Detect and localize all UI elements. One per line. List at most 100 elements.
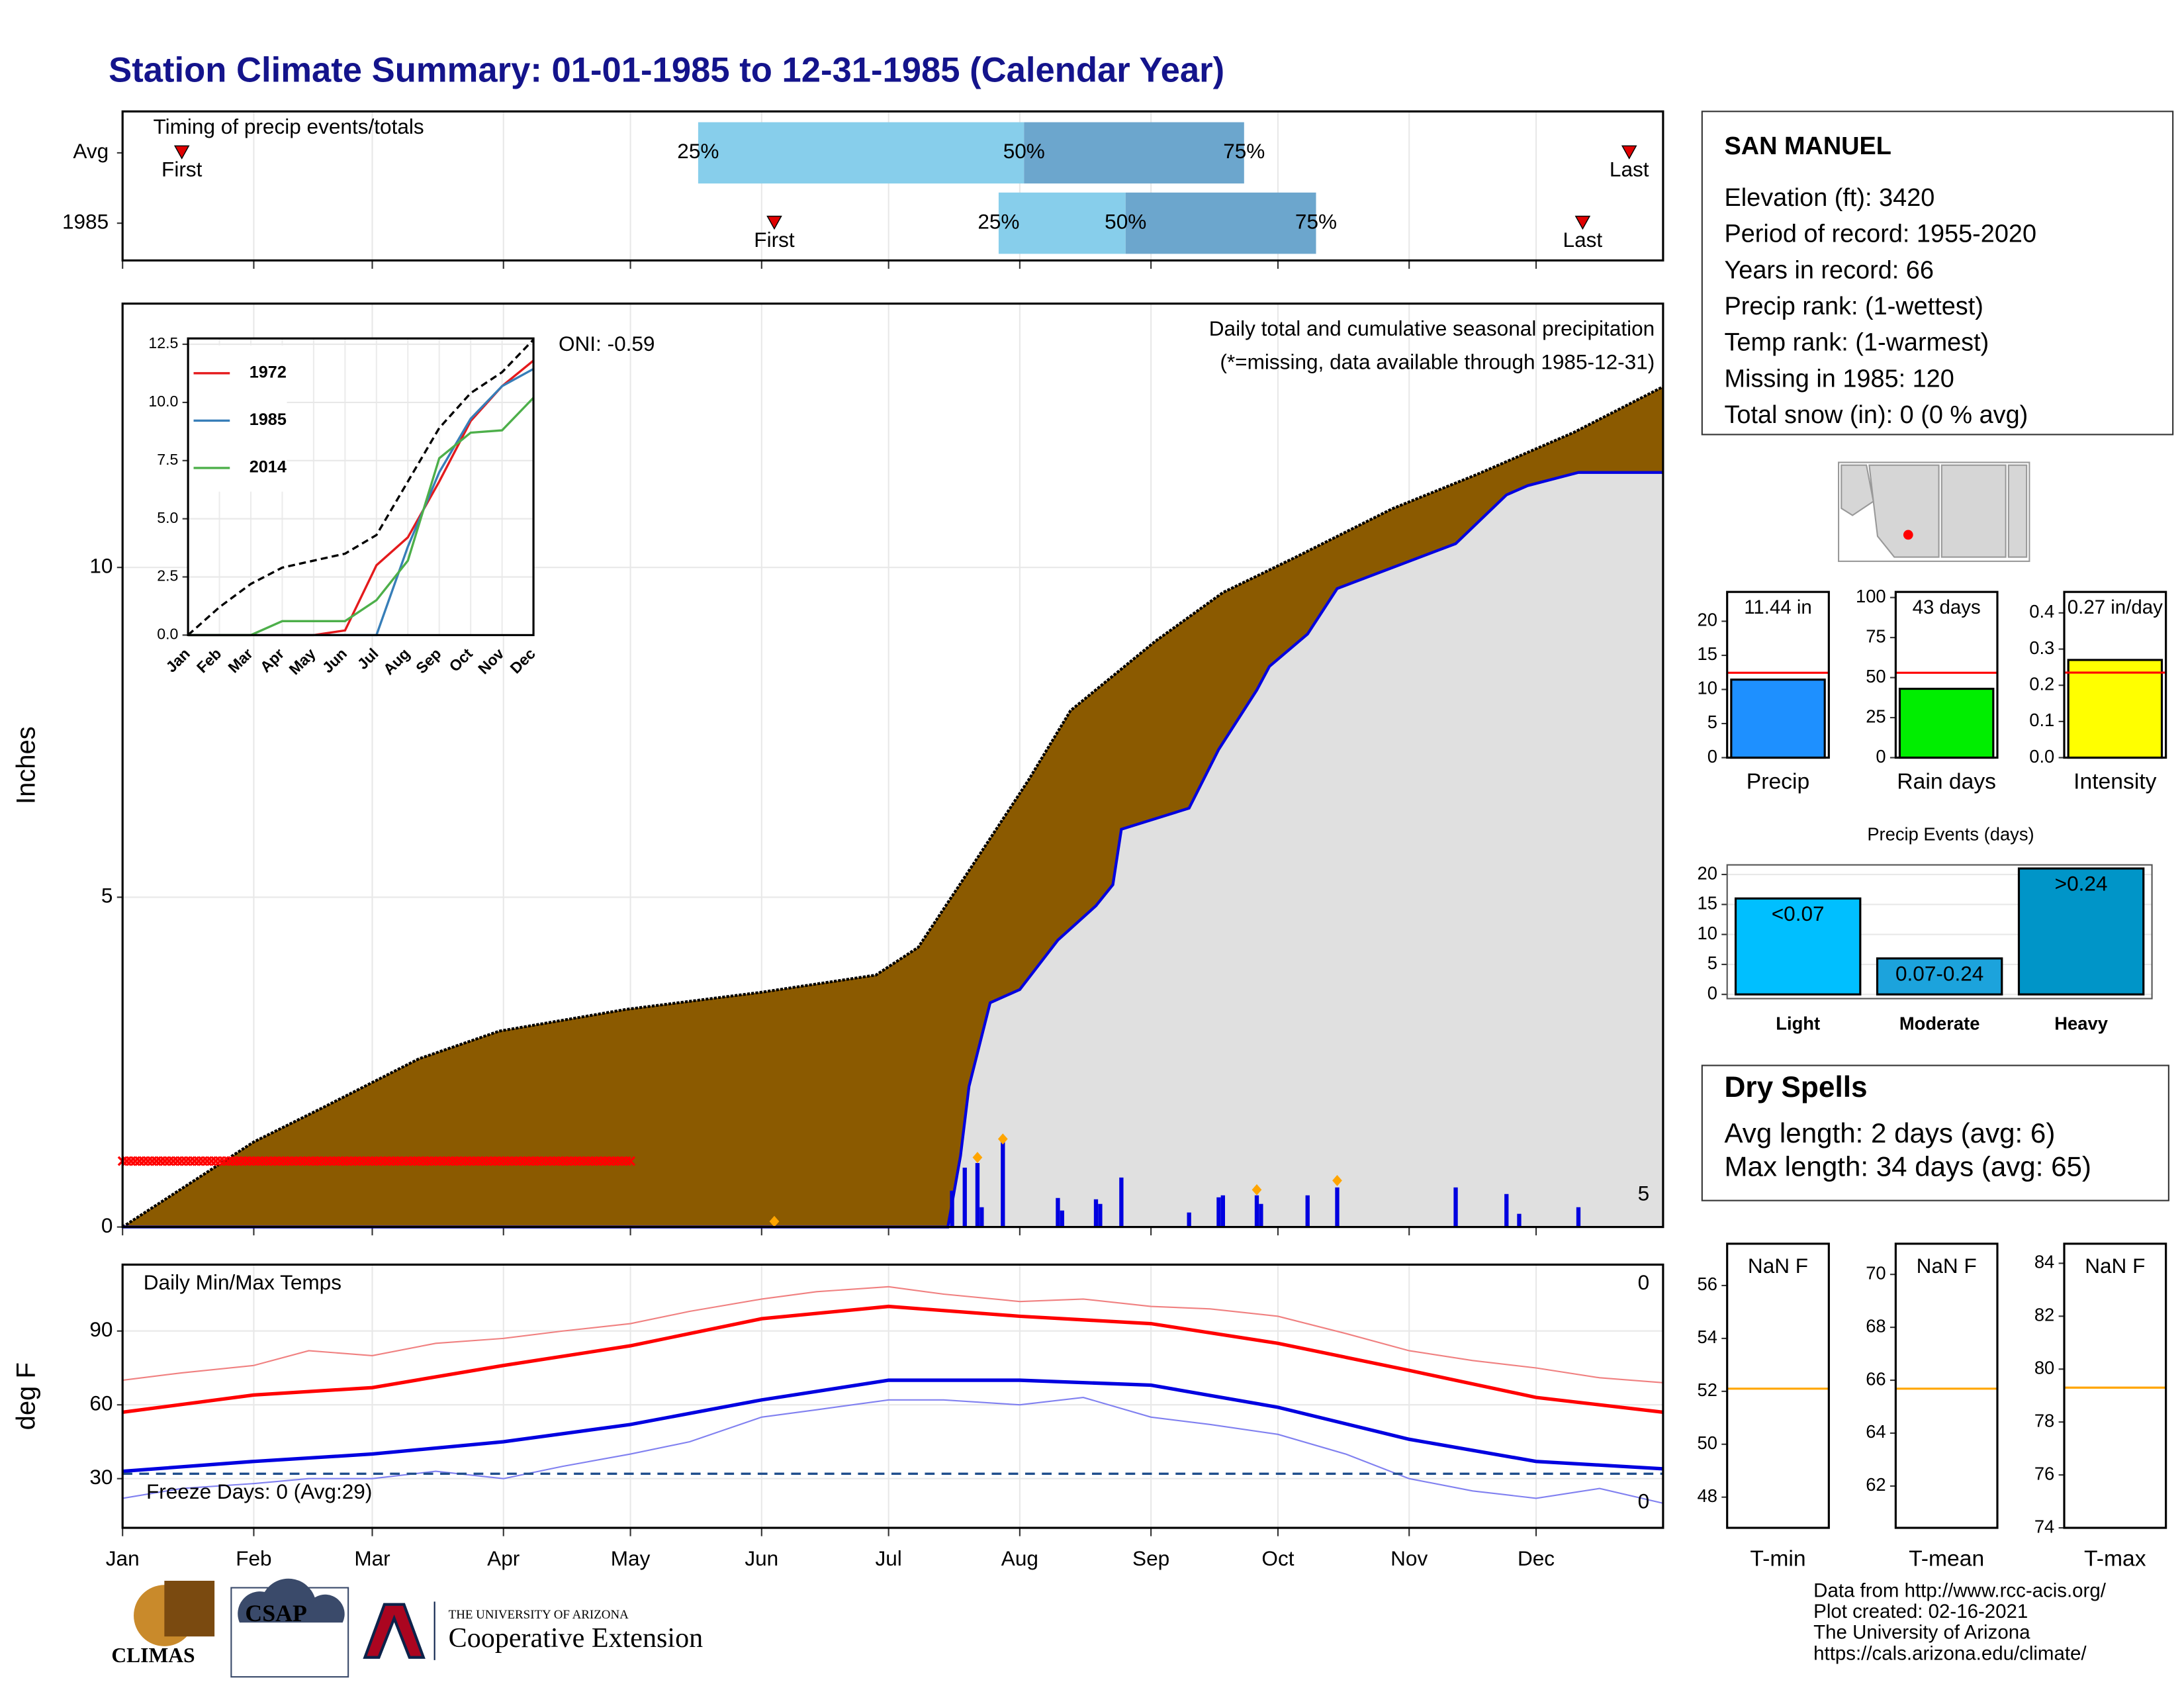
logo-text: THE UNIVERSITY OF ARIZONA [449,1608,629,1622]
missing-marks [117,1156,636,1166]
daily-bar [962,1167,967,1227]
event-label: First [754,228,795,252]
logo-shape [230,1587,349,1678]
y-tick-label: 100 [1856,586,1886,606]
max-count: 0 [1638,1270,1650,1294]
x-tick-label: Rain days [1897,769,1996,794]
legend-label: 2014 [250,458,287,477]
min-count: 0 [1638,1489,1650,1513]
daily-bar [1060,1210,1064,1227]
dry-spells-title: Dry Spells [1724,1071,1867,1103]
station-info: Precip rank: (1-wettest) [1724,293,1983,320]
peak-marker [1251,1184,1262,1196]
y-tick-label: 0 [1707,982,1717,1003]
y-tick-label: 1985 [62,210,109,234]
station-info: Years in record: 66 [1724,256,1933,284]
y-tick-label: 0.0 [157,626,178,643]
station-info: Elevation (ft): 3420 [1724,184,1934,212]
y-tick-label: 10 [1698,678,1717,698]
quartile-label: 50% [1003,139,1045,163]
y-tick-label: 0 [1876,746,1886,767]
x-tick-label: T-mean [1909,1546,1984,1571]
y-tick-label: 5.0 [157,509,178,526]
x-tick-label: May [611,1546,651,1570]
daily-bar [1305,1195,1310,1227]
y-tick-label: 74 [2034,1516,2054,1536]
panel-frame [1726,590,1830,759]
y-tick-label: 52 [1698,1380,1717,1400]
cumulative-area [122,472,1663,1227]
value-label: NaN F [2085,1254,2145,1278]
daily-bar [1001,1139,1005,1227]
y-tick-label: 5 [1707,712,1717,732]
event-label: First [161,158,203,181]
y-tick-label: 84 [2034,1252,2054,1272]
daily-bar [1576,1207,1581,1227]
value-label: 0.27 in/day [2068,596,2163,618]
y-tick-label: 20 [1698,610,1717,630]
quartile-bar [1125,192,1316,254]
x-tick-label: Heavy [2054,1013,2108,1034]
value-label: 43 days [1913,596,1981,618]
y-tick-label: 5 [101,884,113,908]
panel-title: Daily total and cumulative seasonal prec… [1209,316,1655,340]
value-label: NaN F [1748,1254,1808,1278]
y-tick-label: 75 [1866,626,1886,646]
bar [2017,867,2145,996]
x-tick-label: T-max [2084,1546,2146,1571]
logo-shape [238,1578,345,1623]
daily-bar [950,1190,954,1227]
daily-bar [1216,1197,1221,1227]
avg-line [122,385,1664,1229]
quartile-label: 75% [1223,139,1265,163]
y-axis-label: Inches [12,726,41,804]
credit: Data from http://www.rcc-acis.org/ [1813,1580,2107,1602]
y-tick-label: 10 [1698,923,1717,943]
quartile-label: 25% [978,210,1019,234]
y-tick-label: 50 [1866,666,1886,686]
daily-bar [1453,1187,1458,1227]
y-tick-label: 0.3 [2029,637,2054,658]
quartile-label: 75% [1295,210,1337,234]
x-tick-label: Jun [745,1546,778,1570]
daily-bar [1056,1197,1060,1227]
bar [1898,687,1995,759]
quartile-bar [698,122,1024,184]
logo-shape [164,1580,215,1637]
dry-spells-info: Max length: 34 days (avg: 65) [1724,1150,2091,1182]
y-tick-label: 15 [1698,643,1717,664]
panel-frame [121,303,1664,1229]
daily-bar [1335,1187,1340,1227]
panel-frame [121,1263,1664,1529]
value-label: <0.07 [1772,902,1825,925]
daily-bar [1517,1213,1522,1227]
quartile-label: 50% [1105,210,1146,234]
x-tick-label: Mar [354,1546,390,1570]
x-tick-label: Nov [1390,1546,1428,1570]
value-label: NaN F [1917,1254,1977,1278]
station-info: Total snow (in): 0 (0 % avg) [1724,401,2028,429]
daily-bar [1093,1199,1099,1227]
locator-map [1838,461,2030,562]
dry-spells-info: Avg length: 2 days (avg: 6) [1724,1117,2055,1149]
daily-bar [1187,1212,1191,1227]
cumulative-line [122,471,1663,1229]
y-tick-label: 0 [101,1213,113,1237]
panel-frame [187,337,535,636]
quartile-bar [998,192,1126,254]
y-tick-label: 15 [1698,893,1717,914]
bar [1730,679,1826,759]
quartile-label: 25% [677,139,719,163]
panel-subtitle: (*=missing, data available through 1985-… [1220,350,1655,373]
y-tick-label: 90 [89,1317,113,1341]
credit: The University of Arizona [1813,1622,2030,1644]
y-tick-label: 66 [1866,1368,1886,1389]
x-tick-label: Sep [1132,1546,1169,1570]
bar [1876,957,2003,996]
y-tick-label: 0.2 [2029,673,2054,694]
logo-text: Cooperative Extension [449,1623,704,1654]
logo-text: CSAP [245,1600,306,1626]
x-tick-label: Feb [236,1546,271,1570]
y-tick-label: 70 [1866,1262,1886,1283]
y-tick-label: 54 [1698,1327,1717,1347]
